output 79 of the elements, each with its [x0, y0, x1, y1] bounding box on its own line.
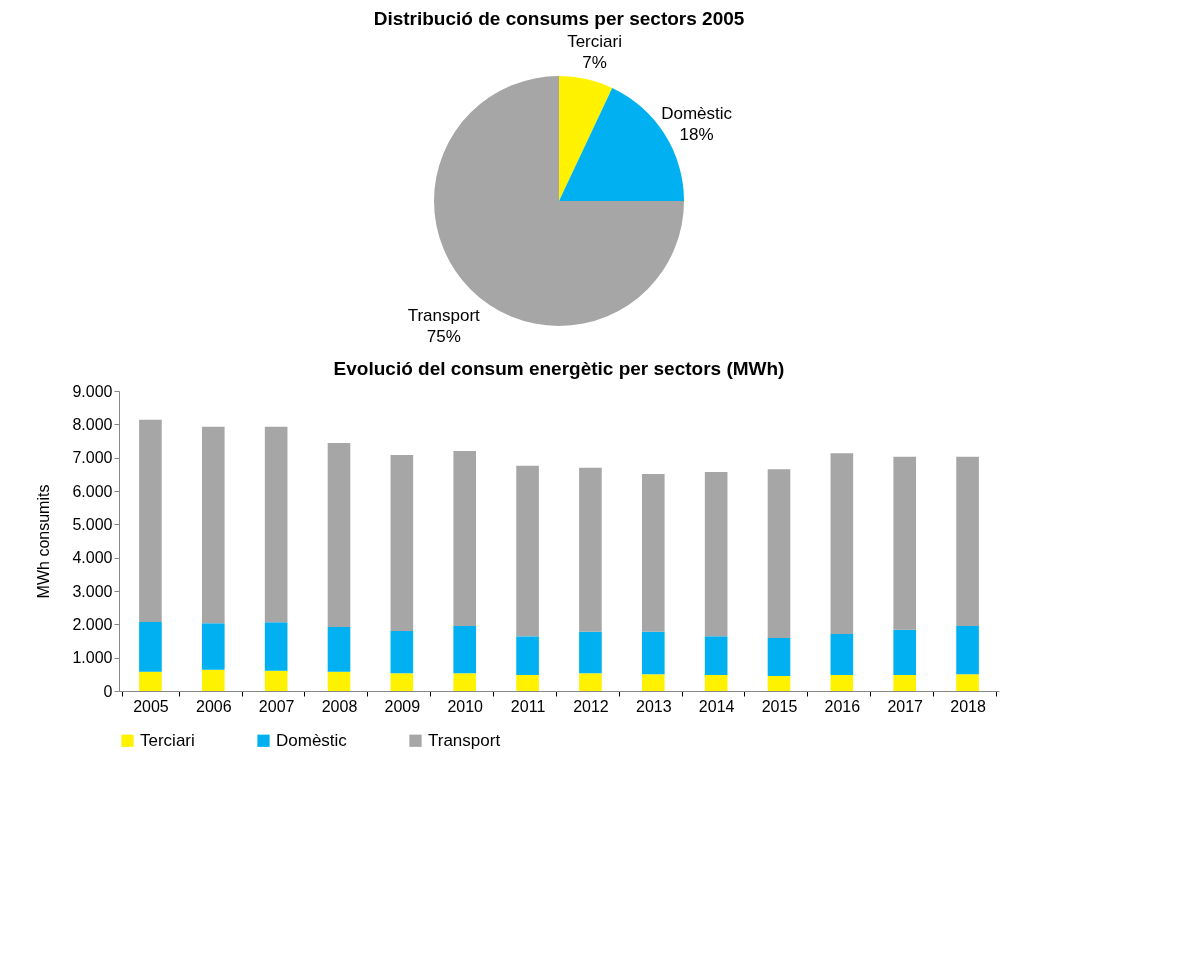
bar	[390, 631, 414, 674]
x-tick-label: 2015	[761, 697, 798, 715]
bar	[264, 670, 288, 691]
y-tick-label: 3.000	[72, 582, 113, 600]
bar	[327, 627, 351, 672]
y-tick-label: 7.000	[72, 449, 113, 467]
x-tick-label: 2010	[447, 697, 484, 715]
bar	[516, 636, 539, 675]
legend-label: Terciari	[140, 730, 195, 750]
data-label: 18%	[679, 124, 714, 144]
bar	[201, 426, 225, 624]
bar	[390, 673, 414, 691]
pie-slice	[559, 76, 613, 201]
bar	[641, 631, 665, 675]
y-tick-label: 0	[103, 682, 113, 700]
y-tick-label: 1.000	[72, 649, 113, 667]
bar	[830, 634, 854, 675]
bar	[704, 472, 728, 637]
x-tick-label: 2007	[258, 697, 295, 715]
slice-label: Domèstic	[661, 103, 733, 123]
bar	[453, 673, 477, 691]
legend-label: Transport	[428, 730, 501, 750]
bar	[893, 629, 917, 675]
chart-title: Distribució de consums per sectors 2005	[373, 7, 745, 29]
bar	[767, 469, 791, 638]
bar	[579, 673, 602, 691]
bar	[956, 456, 979, 626]
x-tick-label: 2017	[887, 697, 924, 715]
slice-label: Transport	[407, 306, 481, 326]
data-label: 7%	[582, 52, 607, 72]
x-tick-label: 2013	[635, 697, 672, 715]
y-tick-label: 8.000	[72, 415, 113, 433]
y-tick-label: 4.000	[72, 549, 113, 567]
y-tick-label: 6.000	[72, 482, 113, 500]
bar	[956, 674, 979, 691]
slice-label: Terciari	[567, 31, 622, 51]
bar	[453, 626, 477, 674]
bar	[201, 669, 225, 691]
x-tick-label: 2009	[384, 697, 421, 715]
bar	[139, 419, 162, 622]
bar	[327, 671, 351, 691]
x-tick-label: 2008	[321, 697, 358, 715]
x-tick-label: 2012	[573, 697, 609, 715]
x-tick-label: 2005	[133, 697, 169, 715]
x-tick-label: 2014	[698, 697, 735, 715]
bar	[139, 622, 162, 672]
bar	[264, 622, 288, 671]
bar	[453, 451, 477, 626]
y-tick-label: 9.000	[72, 382, 113, 400]
legend-label: Domèstic	[276, 730, 348, 750]
y-axis-title: MWh consumits	[35, 484, 53, 599]
bar	[390, 455, 414, 631]
y-tick-label: 5.000	[72, 515, 113, 533]
x-tick-label: 2006	[195, 697, 232, 715]
bar	[516, 465, 539, 637]
x-tick-label: 2018	[950, 697, 986, 715]
bar	[579, 467, 602, 632]
bar	[327, 443, 351, 627]
chart-title: Evolució del consum energètic per sectors (MWh)	[333, 358, 785, 379]
y-tick-label: 2.000	[72, 615, 113, 633]
x-tick-label: 2016	[824, 697, 861, 715]
bar	[956, 626, 979, 675]
bar	[641, 674, 665, 691]
bar	[139, 671, 162, 691]
bar	[579, 631, 602, 674]
data-label: 75%	[426, 327, 461, 347]
bar	[201, 623, 225, 670]
bar	[830, 675, 854, 691]
bar	[893, 675, 917, 691]
x-tick-label: 2011	[510, 697, 546, 715]
bar	[516, 675, 539, 691]
bar	[767, 638, 791, 676]
bar	[830, 453, 854, 634]
bar	[641, 474, 665, 632]
bar	[767, 676, 791, 691]
bar	[704, 636, 728, 675]
bar	[893, 456, 917, 630]
bar	[704, 675, 728, 691]
bar	[264, 426, 288, 623]
